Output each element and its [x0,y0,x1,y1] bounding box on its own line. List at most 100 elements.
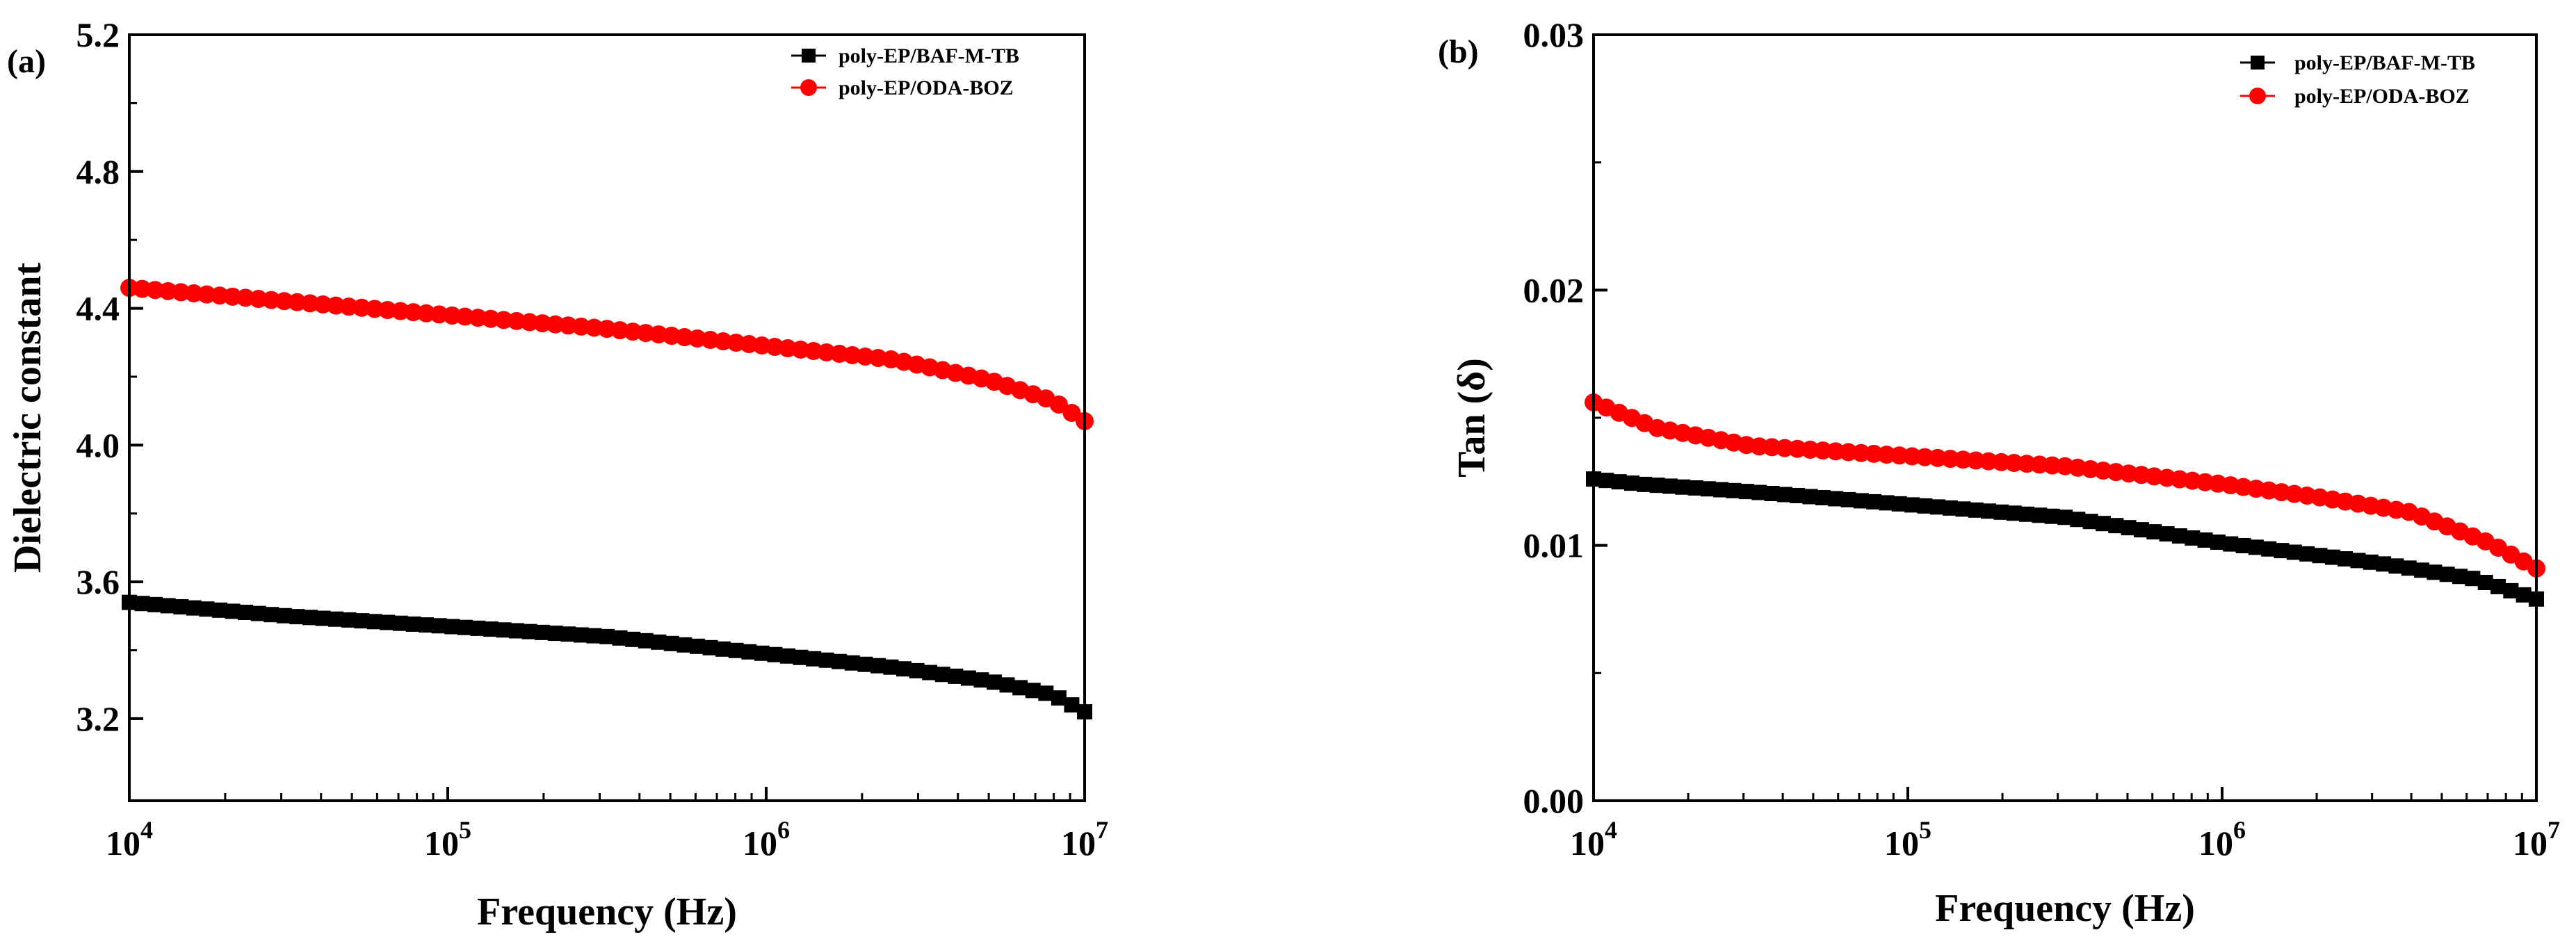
data-point [249,290,268,309]
data-point [509,623,525,639]
data-point [1904,497,1920,513]
data-point [354,613,370,629]
data-point [844,655,860,671]
data-point [2503,582,2519,598]
data-point [2121,520,2137,536]
data-point [2324,549,2340,565]
data-point [2095,516,2111,532]
data-point [2427,564,2443,580]
data-point [870,658,886,674]
panel-label: (b) [1438,33,1479,70]
data-point [573,627,589,643]
x-axis-label: Frequency (Hz) [1935,887,2195,930]
data-point [469,309,487,327]
data-point [210,286,229,305]
data-point [1764,486,1780,502]
series-oda-boz [1585,393,2545,578]
data-point [2032,507,2048,523]
data-point [1598,473,1614,489]
data-point [1776,487,1792,503]
data-point [275,292,293,311]
data-point [2146,524,2162,540]
legend-marker [2251,56,2265,70]
data-point [625,631,641,647]
data-point [2171,528,2187,544]
data-point [2465,571,2481,587]
data-point [1751,484,1767,500]
data-point [1062,403,1081,422]
x-axis-label: Frequency (Hz) [477,890,737,933]
legend-marker [2249,88,2266,104]
data-point [353,298,371,317]
data-point [1891,496,1907,512]
legend-item: poly-EP/BAF-M-TB [2240,51,2475,74]
data-point [2210,535,2226,551]
data-point [689,638,705,654]
chart-panel-a: 104 105 106 107 3.2 3.6 4.0 4.4 4.8 5.2 Frequency … [6,15,1108,933]
data-point [818,652,834,668]
data-point [638,633,654,649]
x-tick-label: 104 [106,816,153,863]
plot-frame [128,33,1086,802]
y-tick-label: 4.0 [76,425,120,464]
data-point [2274,543,2290,559]
data-point [405,616,421,632]
x-tick-label: 106 [743,816,790,863]
legend: poly-EP/BAF-M-TB poly-EP/ODA-BOZ [791,44,1019,99]
data-point [366,614,382,630]
data-point [2490,578,2506,594]
data-point [585,318,604,337]
data-point [883,659,899,675]
y-tick-label: 4.4 [76,289,120,328]
data-point [184,284,203,303]
data-point [2452,569,2468,585]
data-point [378,300,397,319]
data-point [300,294,319,313]
data-point [1687,480,1703,496]
data-point [225,603,241,619]
data-point [146,281,165,300]
y-tick-label: 0.03 [1523,15,1585,54]
x-tick-label: 105 [424,816,471,863]
data-point [948,668,964,684]
data-point [173,599,189,615]
data-point [211,602,227,618]
data-point [2070,512,2086,528]
data-point [2248,539,2264,555]
data-point [199,601,215,617]
data-point [999,677,1015,693]
data-point [1879,495,1895,511]
data-point [546,315,565,334]
data-point [1675,479,1691,495]
data-point [470,620,486,636]
data-point [651,634,667,650]
data-point [1853,493,1869,509]
legend-item: poly-EP/ODA-BOZ [2240,85,2470,108]
data-point [547,626,563,642]
data-point [599,628,615,644]
data-point [987,674,1003,690]
data-point [159,282,177,300]
data-point [457,619,473,635]
data-point [2185,530,2201,546]
data-point [365,300,384,318]
data-point [1866,494,1882,509]
data-point [380,614,396,630]
data-series-group [120,279,1094,720]
data-point [238,605,254,621]
data-point [2338,551,2354,567]
chart-panel-b: 104 105 106 107 0.00 0.01 0.02 0.03 Frequency (H… [1438,15,2560,930]
data-point [1064,697,1080,713]
data-point [521,623,537,639]
data-point [1802,489,1818,505]
data-point [1038,685,1054,701]
data-point [1955,501,1971,517]
data-point [2235,537,2251,553]
data-point [2197,532,2213,548]
data-point [496,622,512,638]
data-point [1713,482,1729,498]
series-oda-boz [120,279,1094,430]
data-point [2363,554,2379,570]
data-point [2006,505,2022,521]
data-point [806,651,822,667]
